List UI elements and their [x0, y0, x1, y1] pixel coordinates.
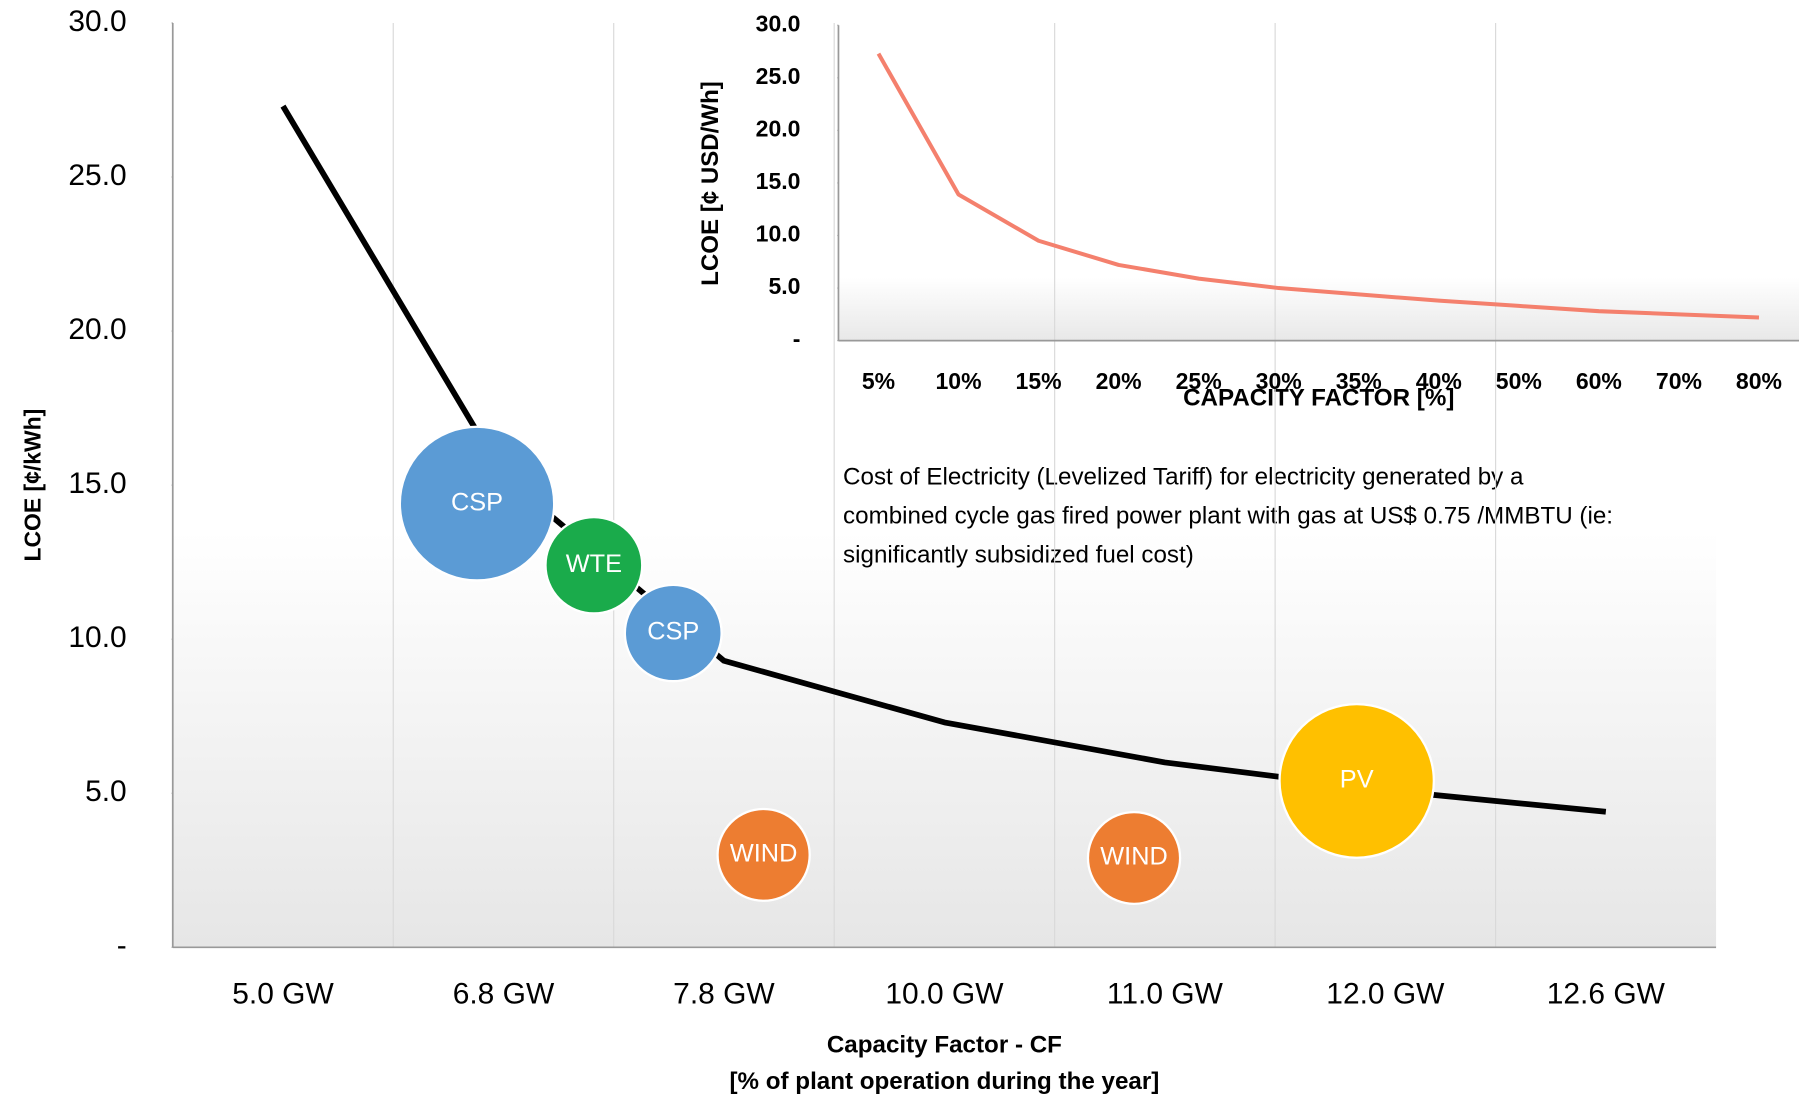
y-tick-label: 30.0 — [756, 10, 801, 36]
bubble-label: CSP — [647, 618, 699, 646]
bubble — [623, 583, 723, 683]
y-tick-label: 15.0 — [756, 168, 801, 194]
bubble — [716, 807, 811, 902]
x-tick-label: 20% — [1096, 368, 1142, 394]
x-tick-label: 5.0 GW — [232, 977, 334, 1010]
x-tick-label: 6.8 GW — [453, 977, 555, 1010]
y-tick-label: 20.0 — [756, 115, 801, 141]
annotation: Cost of Electricity (Levelized Tariff) f… — [843, 464, 1524, 491]
bubble — [398, 425, 556, 582]
y-tick-label: 30.0 — [68, 5, 126, 38]
y-tick-label: 15.0 — [68, 467, 126, 500]
bubble-label: WTE — [566, 550, 622, 578]
x-axis-label: [% of plant operation during the year] — [730, 1068, 1160, 1095]
bubble — [1086, 810, 1182, 905]
y-tick-label: - — [117, 929, 127, 962]
y-tick-label: 5.0 — [85, 775, 127, 808]
annotation: combined cycle gas fired power plant wit… — [843, 503, 1613, 530]
y-axis-label: LCOE [¢/kWh] — [20, 409, 46, 562]
y-tick-label: 10.0 — [68, 621, 126, 654]
x-tick-label: 12.6 GW — [1547, 977, 1666, 1010]
x-tick-label: 10% — [935, 368, 981, 394]
annotation: significantly subsidized fuel cost) — [843, 542, 1194, 569]
x-tick-label: 80% — [1736, 368, 1782, 394]
bubble-label: WIND — [1100, 843, 1168, 871]
x-tick-label: 11.0 GW — [1107, 977, 1224, 1010]
x-tick-label: 15% — [1016, 368, 1062, 394]
y-tick-label: 20.0 — [68, 313, 126, 346]
x-tick-label: 30% — [1256, 368, 1302, 394]
x-tick-label: 25% — [1176, 368, 1222, 394]
bubble-label: PV — [1340, 766, 1374, 794]
x-tick-label: 7.8 GW — [673, 977, 775, 1010]
data-line — [876, 52, 1760, 320]
x-tick-label: 5% — [862, 368, 895, 394]
y-tick-label: 5.0 — [768, 273, 800, 299]
x-tick-label: 35% — [1336, 368, 1382, 394]
inset-x-axis-label: CAPACITY FACTOR [%] — [1183, 385, 1454, 412]
x-tick-label: 60% — [1576, 368, 1622, 394]
x-tick-label: 40% — [1416, 368, 1462, 394]
inset-background — [838, 25, 1799, 341]
bubble — [1278, 702, 1436, 859]
bubble-label: WIND — [730, 840, 798, 868]
y-tick-label: 10.0 — [756, 221, 801, 247]
bubble — [544, 515, 644, 615]
x-axis-label: Capacity Factor - CF — [827, 1031, 1062, 1058]
x-tick-label: 12.0 GW — [1326, 977, 1445, 1010]
x-tick-label: 70% — [1656, 368, 1702, 394]
x-tick-label: 10.0 GW — [885, 977, 1004, 1010]
y-tick-label: 25.0 — [68, 159, 126, 192]
y-tick-label: - — [793, 326, 801, 352]
inset-y-axis-label: LCOE [¢ USD/Wh] — [697, 81, 724, 286]
bubble-label: CSP — [451, 488, 503, 516]
y-tick-label: 25.0 — [756, 63, 801, 89]
x-tick-label: 50% — [1496, 368, 1542, 394]
